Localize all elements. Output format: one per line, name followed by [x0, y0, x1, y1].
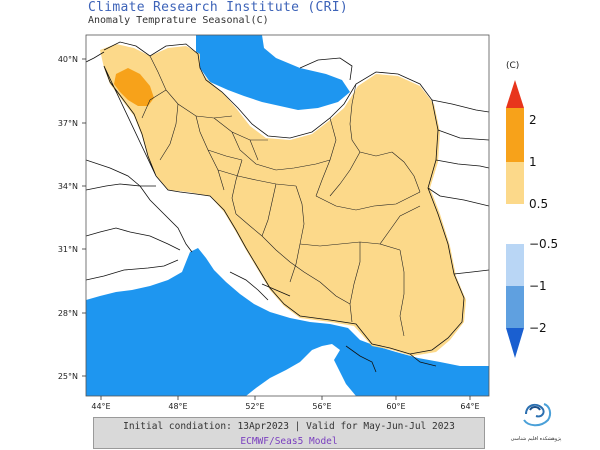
- legend-label-2: 2: [529, 113, 537, 127]
- lon-label-64: 64°E: [460, 402, 479, 411]
- map-frame: [85, 34, 490, 397]
- legend-swatch-above-2: [506, 80, 524, 108]
- legend-swatch-minus-0-5: [506, 244, 524, 286]
- legend-swatch-0-5: [506, 162, 524, 204]
- map-subtitle: Anomaly Temprature Seasonal(C): [88, 15, 269, 26]
- institute-logo: پژوهشکده اقلیم شناسی: [511, 403, 562, 442]
- legend-swatch-1: [506, 132, 524, 162]
- lon-label-48: 48°E: [168, 402, 187, 411]
- lon-label-44: 44°E: [91, 402, 110, 411]
- lon-label-56: 56°E: [312, 402, 331, 411]
- caspian-sea: [196, 35, 350, 110]
- lat-label-40: 40°N: [58, 55, 78, 64]
- color-legend: (C) 2 1 0.5 −0.5 −1 −2: [506, 61, 558, 358]
- anomaly-region-0-5-to-1: [100, 44, 466, 356]
- legend-label-1: 1: [529, 155, 537, 169]
- legend-label-0-5: 0.5: [529, 197, 548, 211]
- lat-label-31: 31°N: [58, 245, 78, 254]
- persian-gulf-and-gulf-of-oman: [86, 248, 489, 396]
- lat-label-34: 34°N: [58, 182, 78, 191]
- logo-caption: پژوهشکده اقلیم شناسی: [511, 436, 562, 442]
- province-borders: [141, 55, 421, 337]
- legend-label-minus-0-5: −0.5: [529, 237, 558, 251]
- legend-label-minus-1: −1: [529, 279, 547, 293]
- longitude-ticks: [100, 396, 471, 400]
- initial-condition-text: Initial condiation: 13Apr2023 | Valid fo…: [123, 421, 455, 432]
- app-title: Climate Research Institute (CRI): [88, 0, 349, 15]
- footer-info-box: Initial condiation: 13Apr2023 | Valid fo…: [93, 417, 485, 449]
- legend-unit: (C): [506, 61, 519, 71]
- lat-label-37: 37°N: [58, 119, 78, 128]
- anomaly-region-1-to-2: [114, 68, 154, 106]
- lat-label-28: 28°N: [58, 309, 78, 318]
- legend-swatch-minus-2: [506, 328, 524, 358]
- lat-label-25: 25°N: [58, 372, 78, 381]
- legend-swatch-2: [506, 108, 524, 132]
- legend-label-minus-2: −2: [529, 321, 547, 335]
- legend-swatch-minus-1: [506, 286, 524, 328]
- country-borders: [86, 41, 489, 373]
- latitude-ticks: [82, 58, 86, 377]
- lon-label-52: 52°E: [245, 402, 264, 411]
- lon-label-60: 60°E: [386, 402, 405, 411]
- model-name: ECMWF/Seas5 Model: [240, 436, 338, 447]
